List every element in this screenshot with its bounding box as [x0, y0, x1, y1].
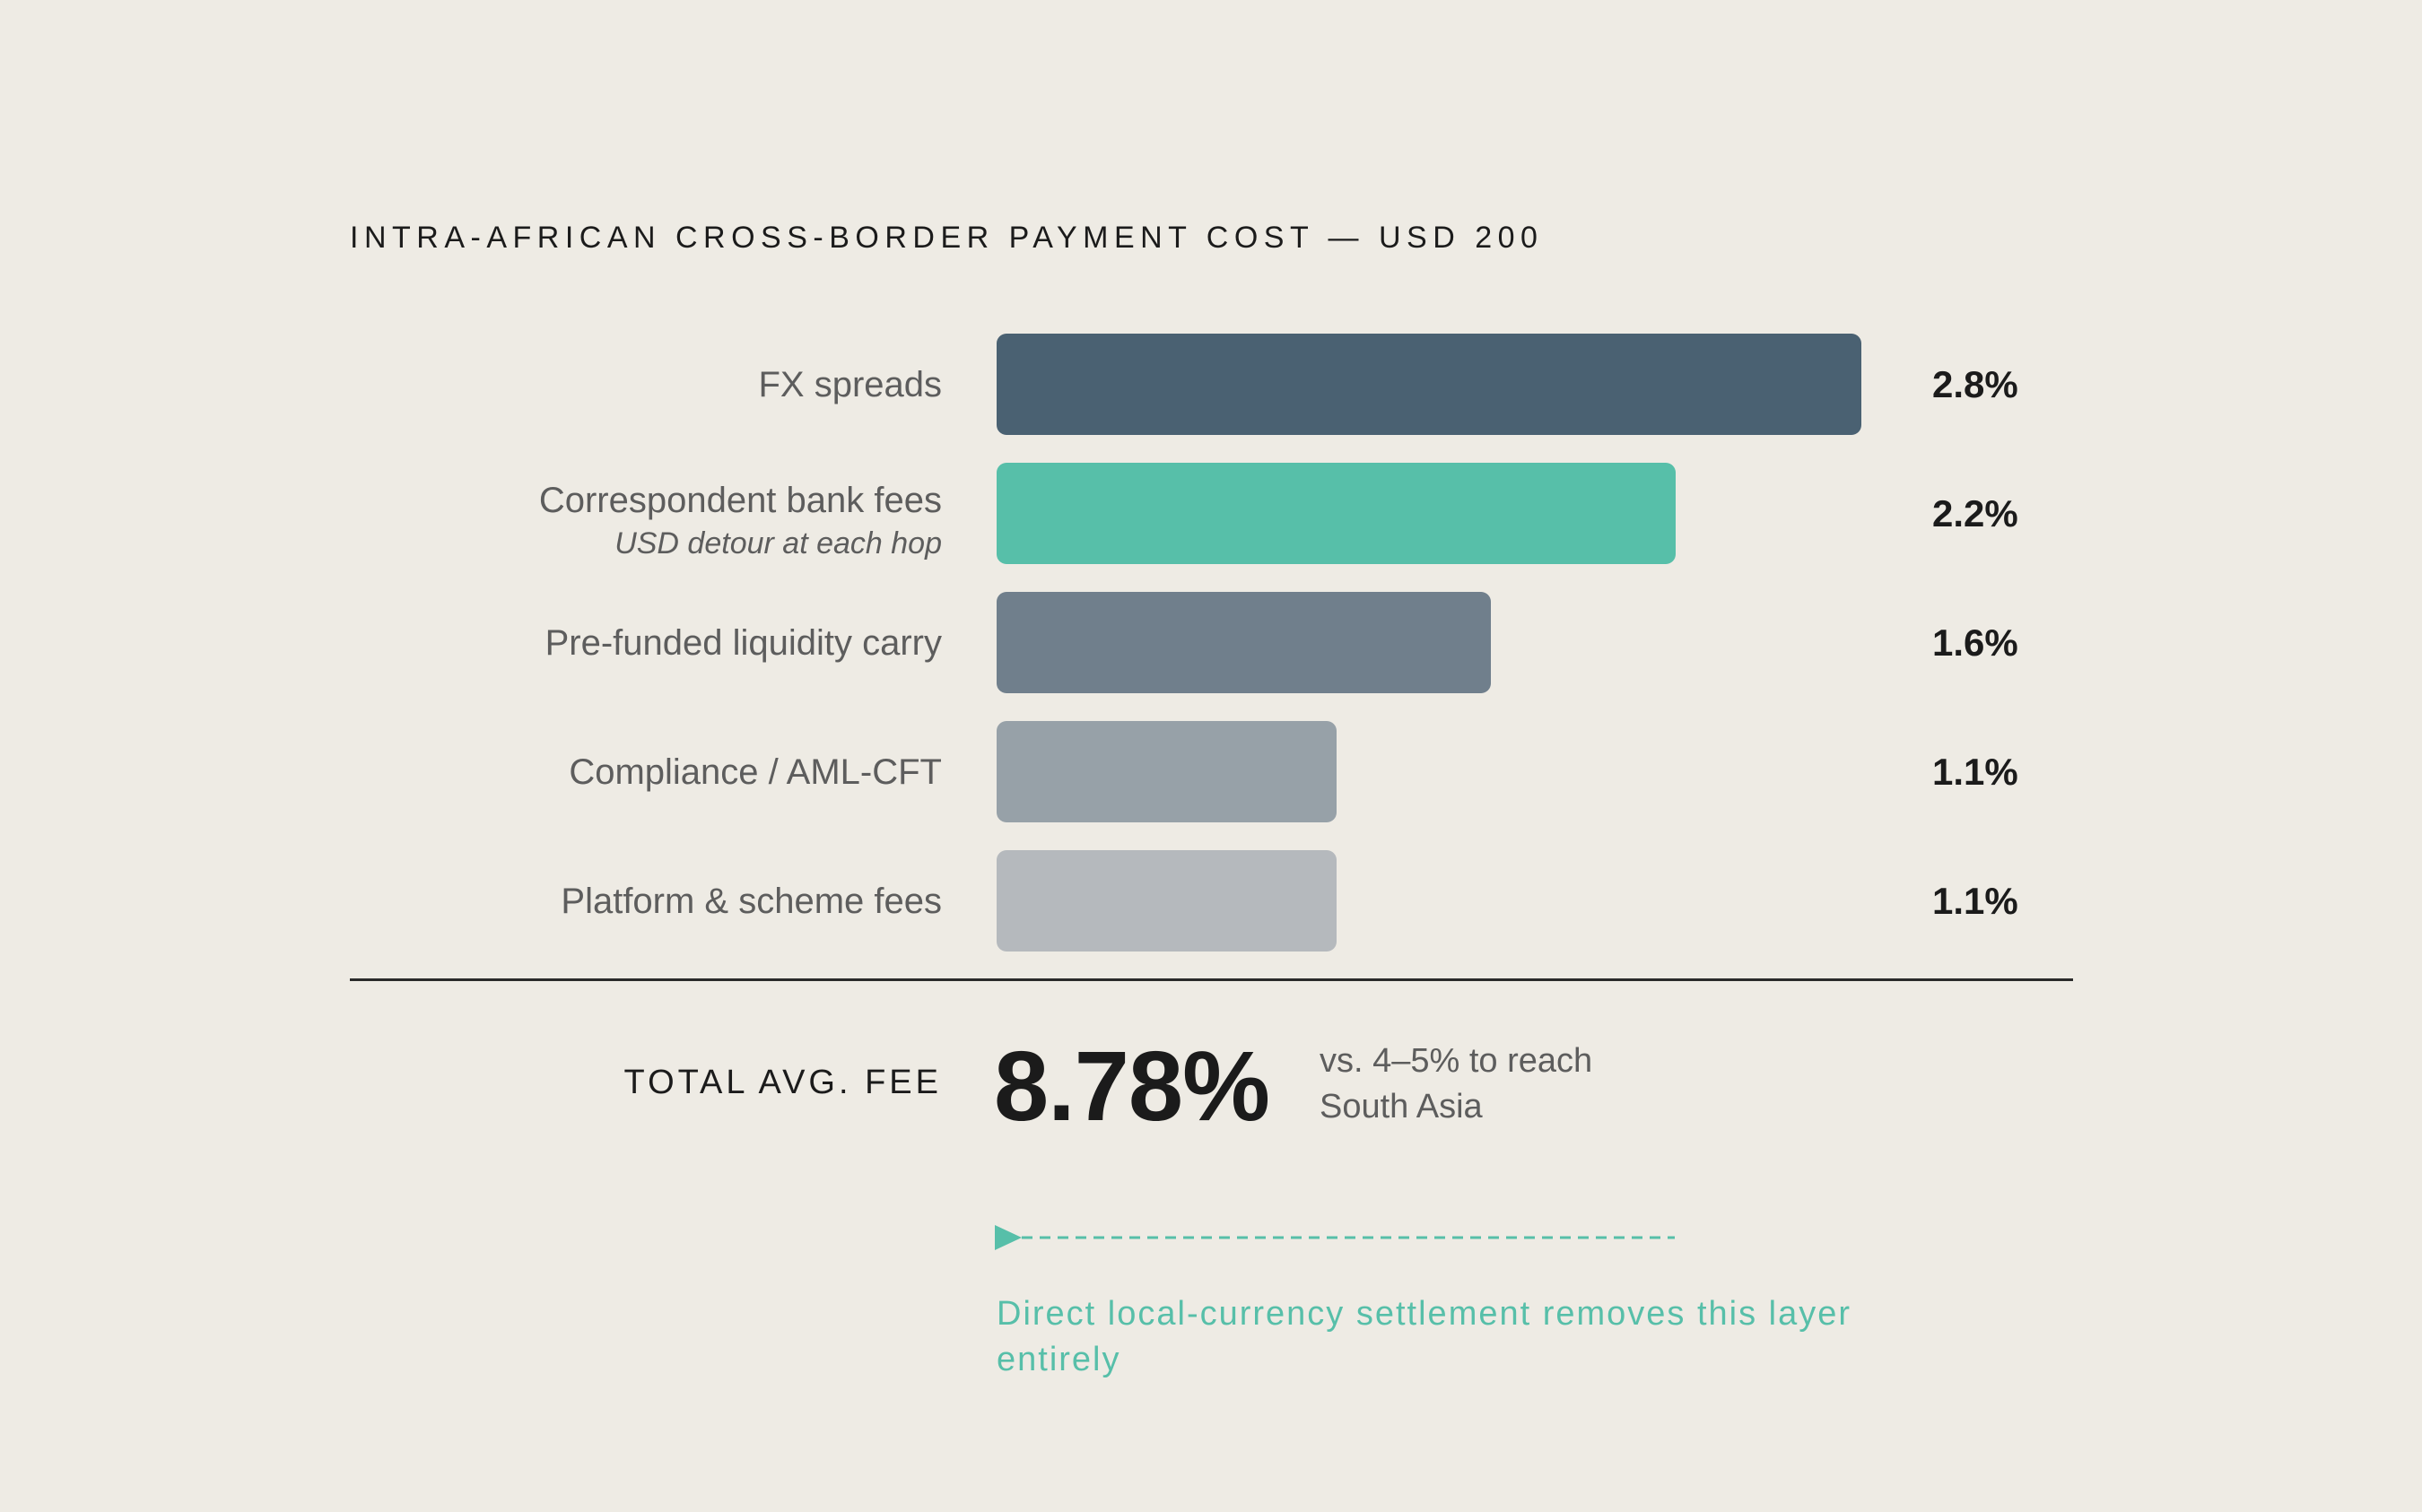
bar: [997, 463, 1676, 564]
category-note: USD detour at each hop: [614, 526, 942, 560]
arrow-right-icon: [995, 1225, 1675, 1250]
divider: [350, 978, 2073, 981]
category-name: Compliance / AML-CFT: [569, 752, 942, 792]
category-label: FX spreads: [758, 363, 942, 406]
settlement-note: Direct local-currency settlement removes…: [997, 1295, 1852, 1379]
bar: [997, 334, 1861, 435]
bar: [997, 721, 1337, 822]
arrow-head: [995, 1225, 1022, 1250]
category-name: Correspondent bank fees: [538, 481, 942, 520]
total-value: 8.78%: [994, 1031, 1270, 1142]
category-label: Compliance / AML-CFT: [569, 751, 942, 794]
value-label: 1.1%: [1932, 750, 2018, 793]
value-label: 1.6%: [1932, 621, 2018, 664]
category-name: FX spreads: [758, 364, 942, 404]
category-name: Platform & scheme fees: [561, 881, 942, 921]
category-name: Pre-funded liquidity carry: [545, 622, 942, 663]
category-label: Correspondent bank fees USD detour at eac…: [539, 479, 942, 562]
total-comparison: vs. 4–5% to reach South Asia: [1320, 1042, 1593, 1126]
chart-title: INTRA-AFRICAN CROSS-BORDER PAYMENT COST …: [350, 221, 1544, 255]
category-label: Pre-funded liquidity carry: [545, 621, 942, 665]
value-label: 2.2%: [1932, 491, 2018, 534]
bar: [997, 592, 1491, 693]
value-label: 2.8%: [1932, 362, 2018, 405]
category-label: Platform & scheme fees: [561, 880, 942, 923]
total-label: TOTAL AVG. FEE: [623, 1064, 942, 1101]
bar: [997, 850, 1337, 952]
value-label: 1.1%: [1932, 879, 2018, 922]
